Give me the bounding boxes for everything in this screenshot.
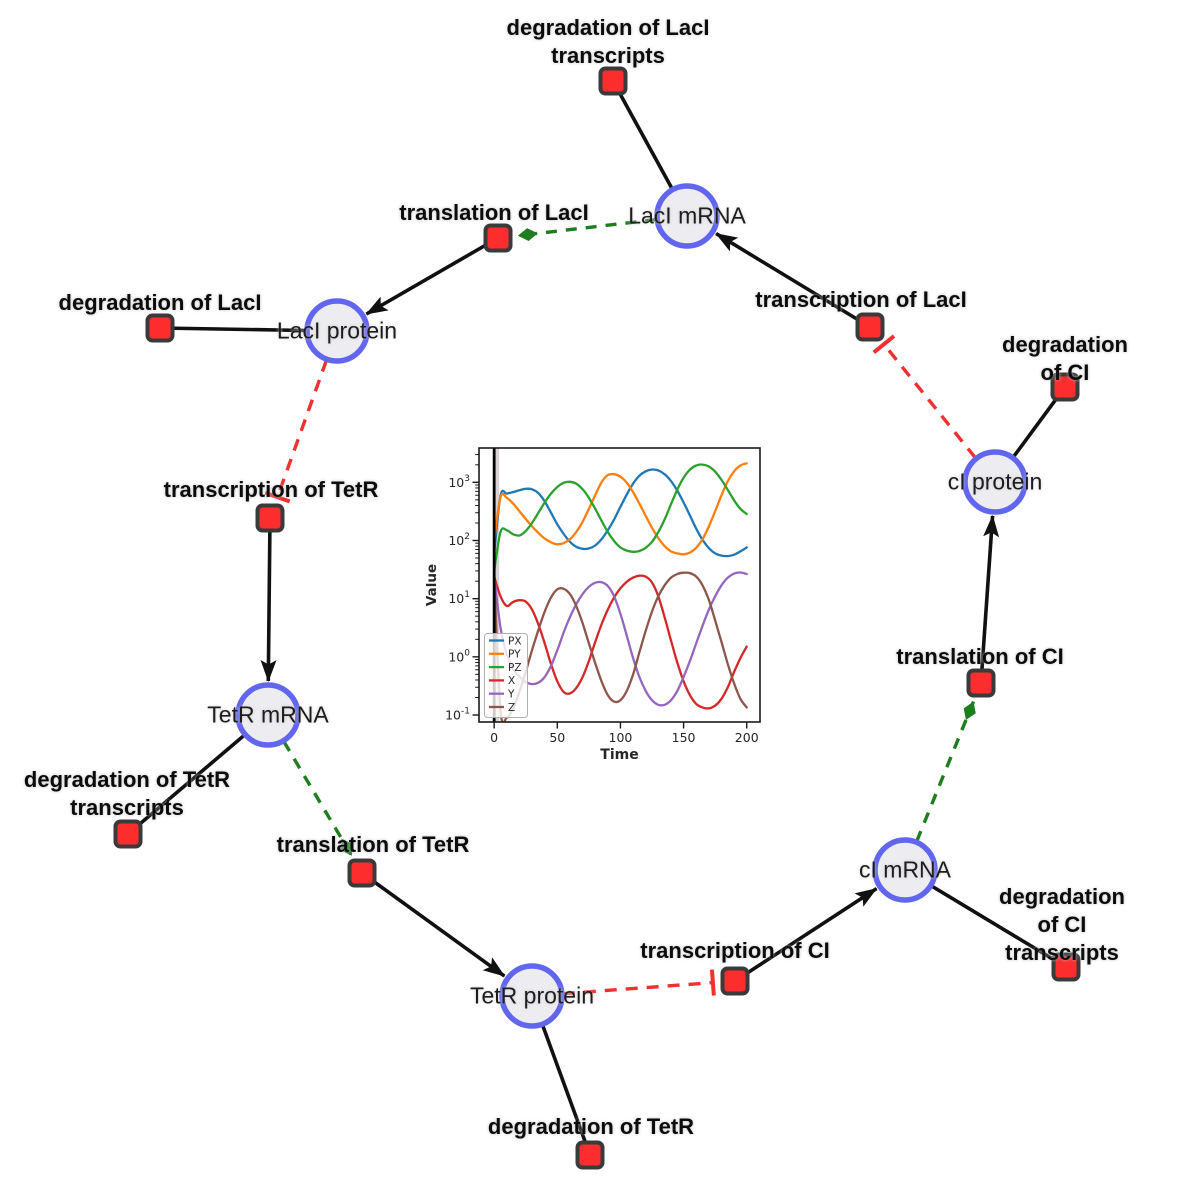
- chart-legend-label-PX: PX: [508, 635, 522, 647]
- edges-layer: [126, 80, 1067, 1156]
- species-label-tetr-protein: TetR protein: [469, 982, 595, 1009]
- chart-ylabel: Value: [424, 564, 440, 606]
- chart-x-tick-label: 50: [549, 730, 565, 745]
- reaction-node-deg-ci-transcripts[interactable]: [1051, 952, 1081, 982]
- edge-translation-tetr-to-tetr-protein: [360, 871, 506, 978]
- reaction-node-translation-tetr[interactable]: [347, 858, 377, 888]
- edge-laci-mrna-to-deg-laci-transcripts: [611, 80, 674, 190]
- reaction-label-deg-laci: degradation of LacI: [58, 290, 262, 315]
- reaction-label-translation-ci: translation of CI: [896, 644, 1064, 669]
- species-node-laci-protein[interactable]: [304, 298, 370, 364]
- reaction-node-deg-tetr[interactable]: [575, 1140, 605, 1170]
- edge-tetr-protein-inhibits-transcription-ci: [562, 969, 716, 996]
- edge-tetr-protein-to-deg-tetr: [540, 1024, 592, 1156]
- reaction-label-deg-ci: degradation of CI: [1002, 332, 1128, 385]
- species-nodes-layer: [235, 183, 1028, 1029]
- chart-y-tick-label: 103: [448, 474, 470, 490]
- reaction-label-deg-laci-transcripts: degradation of LacI transcripts: [506, 15, 710, 68]
- chart-legend-label-Y: Y: [507, 689, 515, 701]
- reaction-node-deg-ci[interactable]: [1050, 372, 1080, 402]
- chart-y-tick-label: 101: [448, 590, 470, 606]
- reaction-label-deg-tetr: degradation of TetR: [487, 1114, 695, 1139]
- chart-series-Z: [493, 571, 748, 722]
- chart-series-Y: [493, 571, 748, 707]
- edge-translation-laci-to-laci-protein: [365, 236, 499, 316]
- edge-laci-protein-inhibits-transcription-tetr: [264, 359, 329, 504]
- reaction-label-deg-tetr-transcripts: degradation of TetR transcripts: [23, 767, 231, 820]
- reaction-node-deg-tetr-transcripts[interactable]: [113, 819, 143, 849]
- edge-tetr-mrna-to-translation-tetr: [282, 740, 354, 857]
- species-node-tetr-mrna[interactable]: [235, 682, 301, 748]
- reaction-node-transcription-laci[interactable]: [855, 312, 885, 342]
- edge-translation-ci-to-ci-protein: [979, 514, 1000, 684]
- species-node-ci-mrna[interactable]: [872, 837, 938, 903]
- chart-legend-label-PY: PY: [508, 649, 521, 661]
- chart-x-tick-label: 100: [609, 730, 633, 745]
- species-node-ci-protein[interactable]: [962, 449, 1028, 515]
- reaction-label-transcription-tetr: transcription of TetR: [163, 477, 379, 502]
- reaction-label-deg-ci-transcripts: degradation of CI transcripts: [999, 884, 1125, 965]
- chart-y-tick-label: 10-1: [445, 707, 470, 723]
- reaction-nodes-layer: [113, 66, 1081, 1170]
- species-node-tetr-protein[interactable]: [499, 963, 565, 1029]
- reaction-node-translation-laci[interactable]: [483, 223, 513, 253]
- edge-ci-mrna-to-deg-ci-transcripts: [930, 884, 1067, 969]
- reaction-node-transcription-tetr[interactable]: [255, 503, 285, 533]
- species-node-laci-mrna[interactable]: [654, 183, 720, 249]
- chart-series-group: [493, 462, 748, 722]
- chart-series-PZ: [493, 463, 748, 573]
- edge-laci-mrna-to-translation-laci: [517, 217, 657, 242]
- chart-x-tick-label: 150: [672, 730, 696, 745]
- edge-ci-protein-inhibits-transcription-laci: [872, 334, 977, 459]
- species-label-laci-mrna: LacI mRNA: [628, 202, 746, 229]
- reaction-node-deg-laci-transcripts[interactable]: [598, 66, 628, 96]
- reaction-label-transcription-laci: transcription of LacI: [755, 287, 967, 312]
- edge-laci-protein-to-deg-laci: [159, 326, 307, 333]
- reaction-label-translation-laci: translation of LacI: [399, 200, 589, 225]
- chart-series-X: [493, 574, 748, 710]
- species-label-ci-mrna: cI mRNA: [859, 856, 951, 883]
- edge-ci-mrna-to-translation-ci: [915, 700, 976, 842]
- reaction-label-translation-tetr: translation of TetR: [276, 832, 470, 857]
- species-label-laci-protein: LacI protein: [276, 317, 398, 344]
- chart-y-tick-label: 100: [448, 648, 470, 664]
- chart-legend-label-PZ: PZ: [508, 662, 522, 674]
- chart-xlabel: Time: [600, 747, 638, 763]
- inset-chart: 0 50 100 150 20010-1100101102103TimeValuePXP…: [424, 447, 761, 763]
- edge-tetr-mrna-to-deg-tetr-transcripts: [126, 733, 246, 836]
- chart-legend-label-Z: Z: [508, 702, 515, 714]
- edge-transcription-laci-to-laci-mrna: [715, 232, 871, 329]
- reaction-node-translation-ci[interactable]: [966, 668, 996, 698]
- reaction-node-transcription-ci[interactable]: [720, 966, 750, 996]
- species-label-tetr-mrna: TetR mRNA: [207, 701, 329, 728]
- species-label-ci-protein: cI protein: [947, 468, 1043, 495]
- chart-series-PY: [493, 462, 748, 556]
- edge-transcription-tetr-to-tetr-mrna: [260, 517, 277, 682]
- chart-x-tick-label: 0: [490, 730, 498, 745]
- chart-axes: [478, 447, 761, 723]
- edge-transcription-ci-to-ci-mrna: [734, 887, 878, 983]
- chart-x-tick-label: 200: [735, 730, 759, 745]
- chart-legend-label-X: X: [508, 675, 515, 687]
- reaction-label-transcription-ci: transcription of CI: [640, 938, 830, 963]
- chart-series-PX: [493, 468, 748, 558]
- chart-y-tick-label: 102: [448, 532, 470, 548]
- reaction-node-deg-laci[interactable]: [145, 313, 175, 343]
